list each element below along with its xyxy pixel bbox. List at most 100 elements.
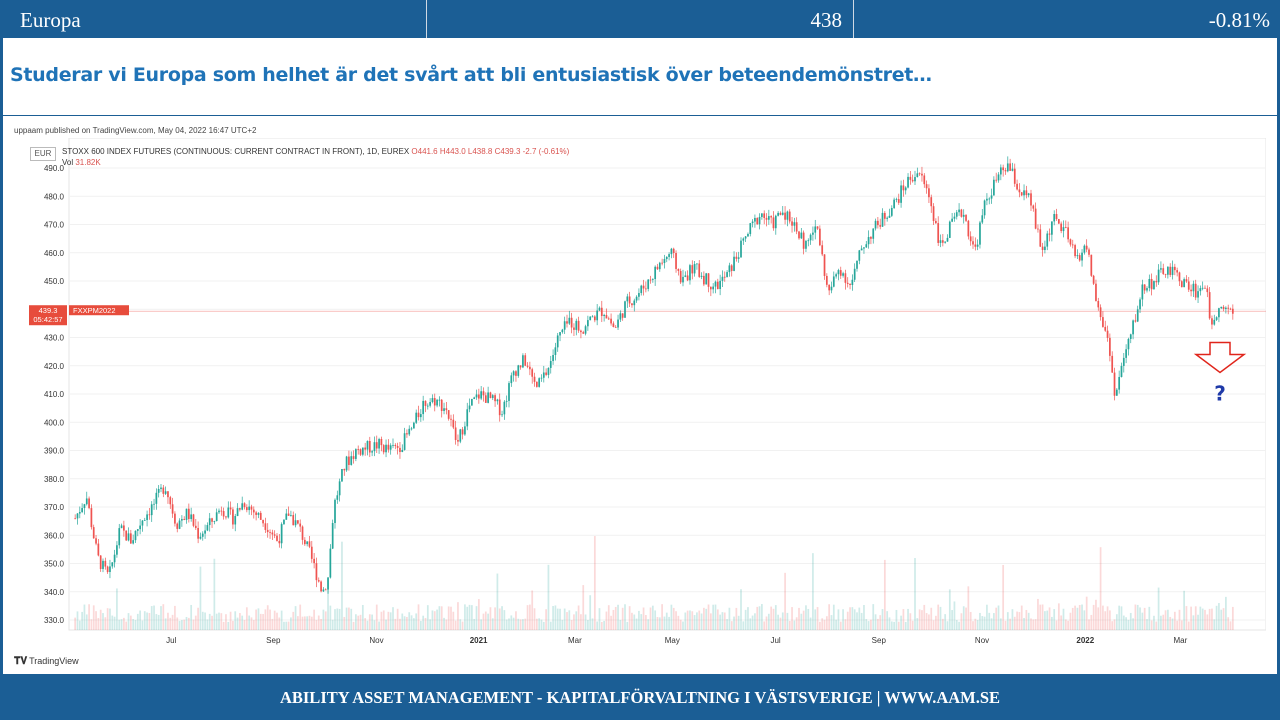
volume-bar: [846, 611, 849, 630]
symbol-badge-box: [69, 305, 129, 316]
volume-bar: [102, 613, 104, 630]
y-tick-label: 390.0: [44, 447, 65, 456]
volume-bar: [385, 619, 387, 630]
volume-bar: [129, 615, 132, 630]
candle-body: [812, 232, 814, 235]
volume-value: 31.82K: [75, 158, 101, 167]
candle-body: [424, 400, 427, 406]
candle-body: [292, 515, 295, 526]
volume-bar: [598, 608, 601, 630]
candle-body: [201, 533, 204, 537]
candle-body: [821, 245, 824, 255]
candle-body: [299, 523, 302, 527]
candle-body: [443, 408, 445, 411]
volume-bar: [512, 617, 515, 630]
volume-bar: [1213, 619, 1216, 630]
candle-body: [401, 449, 404, 453]
candle-body: [505, 400, 508, 402]
candle-body: [264, 523, 267, 530]
currency-badge[interactable]: EUR: [30, 147, 56, 161]
candle-body: [867, 237, 870, 245]
candle-body: [853, 268, 856, 280]
volume-bar: [941, 618, 944, 630]
candle-body: [937, 223, 940, 243]
candle-body: [772, 217, 775, 229]
volume-bar: [772, 608, 775, 630]
volume-bar: [1032, 619, 1035, 630]
candle-body: [1120, 365, 1123, 377]
candle-body: [109, 566, 111, 573]
candle-body: [208, 518, 211, 526]
candle-body: [426, 405, 429, 407]
y-tick-label: 330.0: [44, 616, 65, 625]
volume-bar: [800, 613, 803, 630]
volume-bar: [883, 559, 886, 630]
volume-bar: [498, 608, 501, 630]
volume-bar: [120, 619, 123, 630]
candle-body: [387, 444, 390, 450]
volume-bar: [719, 614, 721, 630]
candle-body: [777, 212, 779, 216]
volume-bar: [283, 621, 285, 630]
volume-bar: [1171, 618, 1174, 630]
candle-body: [1199, 288, 1202, 292]
candle-body: [893, 199, 895, 209]
candle-body: [1225, 307, 1227, 309]
volume-bar: [176, 617, 179, 630]
volume-bar: [965, 607, 967, 630]
candle-body: [716, 281, 719, 289]
candle-body: [883, 212, 886, 219]
candle-body: [116, 545, 118, 555]
volume-bar: [452, 611, 455, 630]
candle-body: [99, 555, 102, 569]
x-tick-label: Mar: [1174, 636, 1188, 645]
volume-bar: [447, 606, 450, 630]
candle-body: [211, 518, 213, 522]
top-bar: Europa 438 -0.81%: [0, 0, 1280, 38]
candle-body: [846, 282, 849, 284]
volume-bar: [1048, 607, 1051, 630]
candles: [74, 156, 1234, 594]
volume-bar: [424, 617, 427, 630]
candle-body: [1081, 252, 1083, 261]
candle-body: [677, 268, 680, 271]
candle-body: [1106, 330, 1109, 338]
candle-body: [1013, 168, 1016, 184]
volume-bar: [582, 585, 585, 630]
volume-bar: [157, 614, 160, 630]
volume-bar: [895, 609, 898, 630]
candle-body: [1231, 308, 1234, 314]
volume-bar: [276, 612, 278, 630]
candle-body: [1111, 355, 1114, 373]
candle-body: [647, 279, 650, 289]
candle-body: [106, 566, 109, 573]
volume-bar: [382, 610, 385, 630]
candle-body: [744, 236, 747, 239]
candle-body: [807, 240, 810, 242]
candle-body: [243, 503, 246, 508]
volume-bar: [1227, 617, 1230, 630]
tradingview-logo[interactable]: 𝐓𝐕 TradingView: [14, 656, 79, 667]
x-tick-label: May: [665, 636, 680, 645]
candle-body: [491, 395, 494, 398]
volume-bar: [705, 608, 708, 630]
candle-body: [770, 216, 773, 218]
volume-bar: [607, 605, 610, 630]
volume-bar: [222, 621, 225, 630]
candle-body: [619, 313, 622, 320]
volume-bar: [1229, 621, 1232, 630]
volume-bar: [1129, 612, 1132, 630]
candle-body: [241, 503, 244, 510]
candle-body: [473, 397, 476, 399]
volume-bar: [273, 610, 276, 630]
volume-bar: [338, 608, 341, 630]
volume-bar: [327, 578, 329, 630]
candle-body: [709, 286, 712, 290]
annotation: ?: [1193, 341, 1247, 405]
volume-bar: [944, 614, 947, 630]
volume-bar: [1169, 616, 1172, 630]
candle-body: [568, 317, 571, 324]
volume-bar: [387, 611, 390, 630]
volume-bar: [879, 615, 882, 630]
candle-body: [863, 247, 865, 249]
